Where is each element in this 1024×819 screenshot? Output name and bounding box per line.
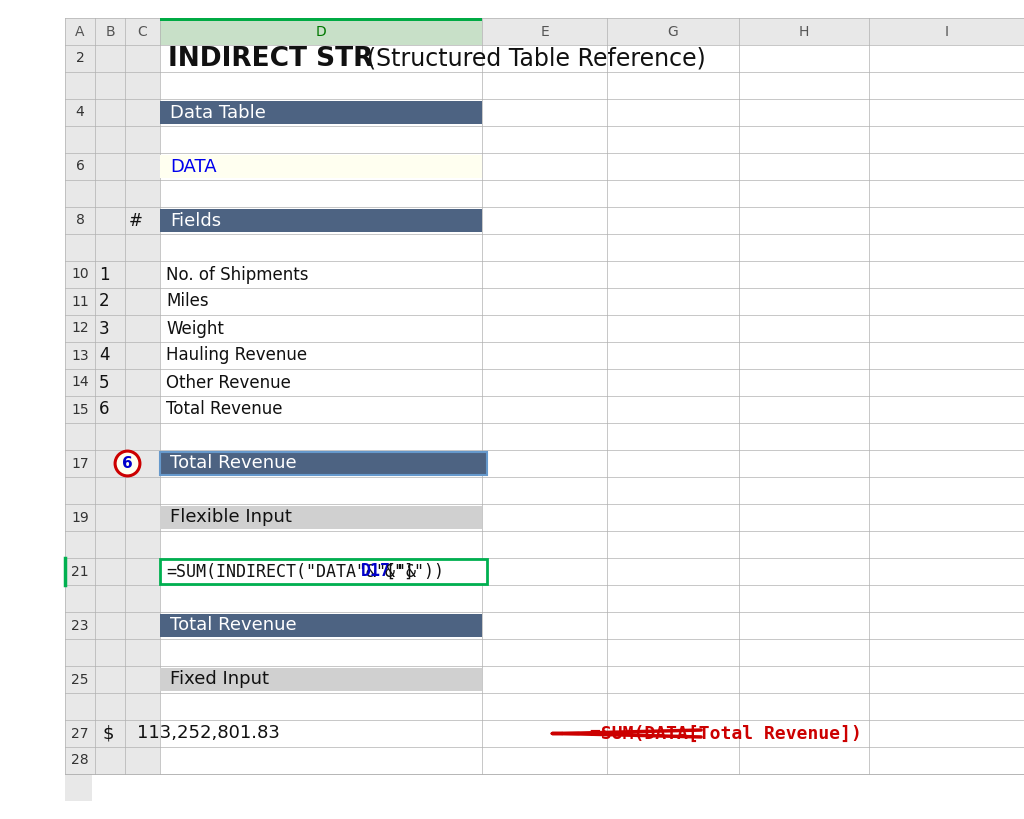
Bar bbox=[65, 126, 160, 153]
Bar bbox=[65, 315, 160, 342]
Text: =SUM(DATA[Total Revenue]): =SUM(DATA[Total Revenue]) bbox=[590, 725, 862, 743]
Text: 4: 4 bbox=[99, 346, 110, 364]
Bar bbox=[160, 18, 482, 45]
Text: 2: 2 bbox=[76, 52, 84, 66]
Bar bbox=[65, 720, 160, 747]
Bar bbox=[65, 18, 92, 801]
Bar bbox=[160, 614, 482, 637]
Text: Hauling Revenue: Hauling Revenue bbox=[166, 346, 307, 364]
Text: G: G bbox=[668, 25, 678, 38]
Bar bbox=[65, 531, 160, 558]
Text: 13: 13 bbox=[72, 349, 89, 363]
Bar bbox=[65, 234, 160, 261]
Bar bbox=[65, 18, 1024, 45]
Text: 17: 17 bbox=[72, 456, 89, 470]
Bar bbox=[65, 153, 160, 180]
Text: 11: 11 bbox=[71, 295, 89, 309]
Bar bbox=[65, 612, 160, 639]
Text: Total Revenue: Total Revenue bbox=[170, 617, 297, 635]
Bar bbox=[160, 452, 487, 475]
Bar bbox=[65, 99, 160, 126]
Bar bbox=[65, 423, 160, 450]
Bar bbox=[65, 558, 160, 585]
Text: 4: 4 bbox=[76, 106, 84, 120]
Text: D17: D17 bbox=[361, 563, 391, 581]
Text: Other Revenue: Other Revenue bbox=[166, 373, 291, 391]
Text: Flexible Input: Flexible Input bbox=[170, 509, 292, 527]
Text: INDIRECT STR: INDIRECT STR bbox=[168, 46, 374, 71]
Text: &"]")): &"]")) bbox=[384, 563, 444, 581]
Text: Miles: Miles bbox=[166, 292, 209, 310]
Bar bbox=[160, 506, 482, 529]
Text: D: D bbox=[315, 25, 327, 38]
Text: B: B bbox=[105, 25, 115, 38]
Bar bbox=[65, 45, 160, 72]
Bar bbox=[65, 666, 160, 693]
Bar bbox=[160, 101, 482, 124]
Bar bbox=[65, 639, 160, 666]
Bar bbox=[65, 261, 160, 288]
Text: C: C bbox=[137, 25, 147, 38]
Bar bbox=[65, 747, 160, 774]
Bar bbox=[160, 668, 482, 691]
Text: Fixed Input: Fixed Input bbox=[170, 671, 269, 689]
Text: 8: 8 bbox=[76, 214, 84, 228]
Text: 15: 15 bbox=[72, 402, 89, 417]
Text: 27: 27 bbox=[72, 726, 89, 740]
Bar bbox=[160, 18, 482, 21]
Text: Weight: Weight bbox=[166, 319, 224, 337]
Text: Data Table: Data Table bbox=[170, 103, 266, 121]
Text: 6: 6 bbox=[122, 456, 133, 471]
Bar bbox=[65, 477, 160, 504]
Text: Total Revenue: Total Revenue bbox=[166, 400, 283, 419]
Bar bbox=[160, 559, 487, 584]
Text: 23: 23 bbox=[72, 618, 89, 632]
Text: 6: 6 bbox=[76, 160, 84, 174]
Bar bbox=[65, 369, 160, 396]
Text: 113,252,801.83: 113,252,801.83 bbox=[137, 725, 280, 743]
Bar bbox=[65, 585, 160, 612]
Bar bbox=[65, 396, 160, 423]
Text: 3: 3 bbox=[99, 319, 110, 337]
Text: 10: 10 bbox=[72, 268, 89, 282]
Bar bbox=[65, 72, 160, 99]
Bar bbox=[65, 450, 160, 477]
Circle shape bbox=[115, 451, 140, 476]
Text: (Structured Table Reference): (Structured Table Reference) bbox=[352, 47, 706, 70]
Text: 2: 2 bbox=[99, 292, 110, 310]
Text: 6: 6 bbox=[99, 400, 110, 419]
Text: =SUM(INDIRECT("DATA"&"["&: =SUM(INDIRECT("DATA"&"["& bbox=[166, 563, 416, 581]
Text: 25: 25 bbox=[72, 672, 89, 686]
Text: No. of Shipments: No. of Shipments bbox=[166, 265, 308, 283]
Text: DATA: DATA bbox=[170, 157, 217, 175]
Text: 19: 19 bbox=[71, 510, 89, 524]
Text: 21: 21 bbox=[72, 564, 89, 578]
Text: Fields: Fields bbox=[170, 211, 221, 229]
Bar bbox=[65, 504, 160, 531]
Text: 14: 14 bbox=[72, 375, 89, 390]
Text: E: E bbox=[540, 25, 549, 38]
Bar bbox=[65, 207, 160, 234]
Bar bbox=[65, 693, 160, 720]
Text: H: H bbox=[799, 25, 809, 38]
Bar bbox=[160, 209, 482, 232]
Text: I: I bbox=[944, 25, 948, 38]
Text: 12: 12 bbox=[72, 322, 89, 336]
Text: 5: 5 bbox=[99, 373, 110, 391]
Bar bbox=[65, 180, 160, 207]
Text: Total Revenue: Total Revenue bbox=[170, 455, 297, 473]
Text: $: $ bbox=[103, 725, 115, 743]
Bar bbox=[65, 342, 160, 369]
Text: 1: 1 bbox=[99, 265, 110, 283]
Bar bbox=[160, 155, 482, 178]
Text: A: A bbox=[75, 25, 85, 38]
Text: 28: 28 bbox=[72, 753, 89, 767]
Bar bbox=[65, 288, 160, 315]
Text: #: # bbox=[129, 211, 143, 229]
